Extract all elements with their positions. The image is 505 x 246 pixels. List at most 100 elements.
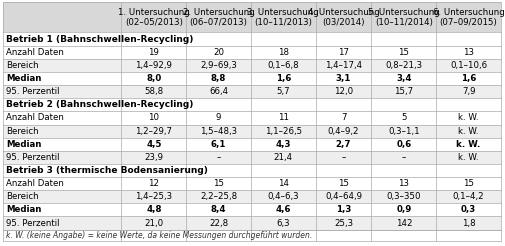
Text: 1,4–92,9: 1,4–92,9 [135, 61, 172, 70]
Text: 4,8: 4,8 [146, 205, 161, 215]
Text: Anzahl Daten: Anzahl Daten [6, 179, 64, 188]
Text: k. W.: k. W. [458, 113, 478, 123]
Text: 2,7: 2,7 [335, 140, 350, 149]
Text: k. W.: k. W. [458, 127, 478, 136]
Text: 15: 15 [213, 179, 224, 188]
Text: 15: 15 [462, 179, 473, 188]
Text: Anzahl Daten: Anzahl Daten [6, 113, 64, 123]
Text: 12: 12 [148, 179, 159, 188]
Text: 22,8: 22,8 [209, 218, 228, 228]
Text: 58,8: 58,8 [144, 87, 163, 96]
Text: Median: Median [6, 140, 41, 149]
Text: 2. Untersuchung
(06–07/2013): 2. Untersuchung (06–07/2013) [182, 8, 254, 27]
Text: 95. Perzentil: 95. Perzentil [6, 218, 60, 228]
Text: 8,0: 8,0 [146, 74, 161, 83]
Bar [3, 59, 500, 72]
Text: 2,9–69,3: 2,9–69,3 [200, 61, 236, 70]
Text: 21,4: 21,4 [273, 153, 292, 162]
Text: 3,1: 3,1 [335, 74, 350, 83]
Text: 6,3: 6,3 [276, 218, 289, 228]
Text: –: – [401, 153, 405, 162]
Text: Bereich: Bereich [6, 61, 38, 70]
Text: 6. Untersuchung
(07–09/2015): 6. Untersuchung (07–09/2015) [432, 8, 503, 27]
Text: 142: 142 [395, 218, 411, 228]
Text: 0,4–9,2: 0,4–9,2 [327, 127, 359, 136]
Text: 7: 7 [340, 113, 345, 123]
Bar [3, 85, 500, 98]
Text: 0,1–10,6: 0,1–10,6 [449, 61, 486, 70]
Text: 0,3–350: 0,3–350 [386, 192, 420, 201]
Text: 25,3: 25,3 [333, 218, 352, 228]
Text: k. W.: k. W. [458, 153, 478, 162]
Text: 20: 20 [213, 48, 224, 57]
Text: Betrieb 1 (Bahnschwellen-Recycling): Betrieb 1 (Bahnschwellen-Recycling) [6, 34, 193, 44]
Text: Betrieb 2 (Bahnschwellen-Recycling): Betrieb 2 (Bahnschwellen-Recycling) [6, 100, 193, 109]
Text: 1,4–17,4: 1,4–17,4 [324, 61, 362, 70]
Text: 4,3: 4,3 [275, 140, 290, 149]
Text: 1,6: 1,6 [275, 74, 290, 83]
Text: 0,1–6,8: 0,1–6,8 [267, 61, 298, 70]
Text: 1,5–48,3: 1,5–48,3 [199, 127, 237, 136]
Text: 1. Untersuchung
(02–05/2013): 1. Untersuchung (02–05/2013) [118, 8, 189, 27]
Text: 3. Untersuchung
(10–11/2013): 3. Untersuchung (10–11/2013) [247, 8, 319, 27]
Text: 4. Untersuchung
(03/2014): 4. Untersuchung (03/2014) [307, 8, 379, 27]
Text: 15,7: 15,7 [393, 87, 413, 96]
Text: 21,0: 21,0 [144, 218, 163, 228]
Text: 4,5: 4,5 [146, 140, 161, 149]
Text: 17: 17 [337, 48, 348, 57]
Text: 3,4: 3,4 [395, 74, 411, 83]
Text: k. W.: k. W. [456, 140, 480, 149]
Text: Bereich: Bereich [6, 127, 38, 136]
Text: 10: 10 [148, 113, 159, 123]
Bar [3, 151, 500, 164]
Text: 2,2–25,8: 2,2–25,8 [199, 192, 237, 201]
Bar [3, 190, 500, 203]
Text: 5,7: 5,7 [276, 87, 289, 96]
Text: 66,4: 66,4 [209, 87, 228, 96]
Bar [3, 98, 500, 111]
Text: 0,1–4,2: 0,1–4,2 [452, 192, 483, 201]
Bar [3, 203, 500, 216]
Text: 12,0: 12,0 [333, 87, 352, 96]
Text: 0,6: 0,6 [395, 140, 411, 149]
Bar [3, 32, 500, 46]
Text: 95. Perzentil: 95. Perzentil [6, 153, 60, 162]
Text: –: – [341, 153, 345, 162]
Text: Median: Median [6, 74, 41, 83]
Text: Betrieb 3 (thermische Bodensanierung): Betrieb 3 (thermische Bodensanierung) [6, 166, 208, 175]
Text: 0,3–1,1: 0,3–1,1 [387, 127, 419, 136]
Bar [3, 164, 500, 177]
Text: 13: 13 [462, 48, 473, 57]
Bar [3, 177, 500, 190]
Text: 0,3: 0,3 [460, 205, 475, 215]
Text: 1,3: 1,3 [335, 205, 350, 215]
Text: 4,6: 4,6 [275, 205, 290, 215]
Text: 0,4–6,3: 0,4–6,3 [267, 192, 298, 201]
Text: 1,2–29,7: 1,2–29,7 [135, 127, 172, 136]
Bar [3, 124, 500, 138]
Text: 1,8: 1,8 [461, 218, 474, 228]
Text: 14: 14 [277, 179, 288, 188]
Text: 95. Perzentil: 95. Perzentil [6, 87, 60, 96]
Text: 9: 9 [216, 113, 221, 123]
Text: 5. Untersuchung
(10–11/2014): 5. Untersuchung (10–11/2014) [367, 8, 439, 27]
Text: 7,9: 7,9 [461, 87, 474, 96]
Text: 6,1: 6,1 [211, 140, 226, 149]
Bar [3, 2, 500, 32]
Bar [3, 138, 500, 151]
Bar [3, 216, 500, 230]
Text: Bereich: Bereich [6, 192, 38, 201]
Bar [3, 46, 500, 59]
Text: 11: 11 [277, 113, 288, 123]
Text: 1,4–25,3: 1,4–25,3 [135, 192, 172, 201]
Text: 0,9: 0,9 [395, 205, 411, 215]
Text: –: – [216, 153, 220, 162]
Text: k. W. (keine Angabe) = keine Werte, da keine Messungen durchgeführt wurden.: k. W. (keine Angabe) = keine Werte, da k… [6, 231, 312, 240]
Text: 19: 19 [148, 48, 159, 57]
Bar [3, 72, 500, 85]
Text: 8,4: 8,4 [211, 205, 226, 215]
Bar [3, 111, 500, 124]
Text: Anzahl Daten: Anzahl Daten [6, 48, 64, 57]
Text: 18: 18 [277, 48, 288, 57]
Text: 8,8: 8,8 [211, 74, 226, 83]
